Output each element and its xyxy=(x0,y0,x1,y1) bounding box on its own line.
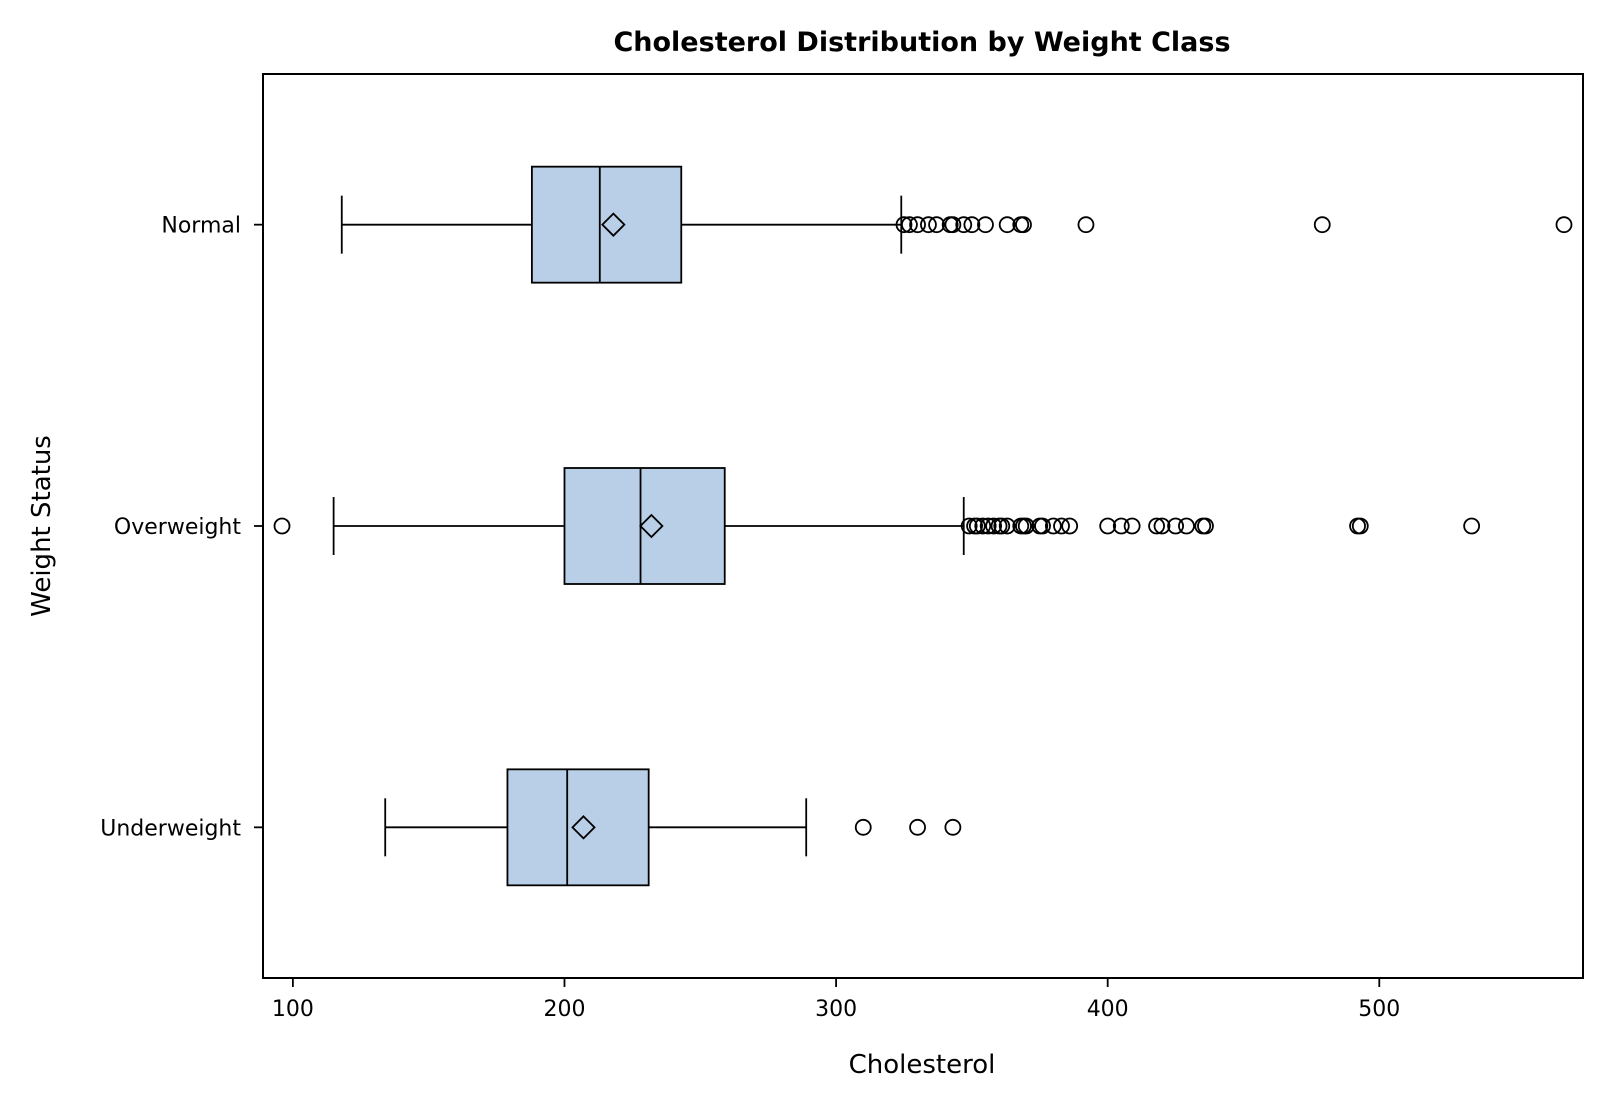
outlier-point xyxy=(1123,517,1141,535)
outlier-point xyxy=(968,517,986,535)
x-tick-label: 100 xyxy=(272,997,314,1022)
mean-marker xyxy=(601,212,626,237)
box-normal xyxy=(530,165,683,284)
x-tick-label: 400 xyxy=(1087,997,1129,1022)
outlier-point xyxy=(998,216,1016,234)
mean-marker xyxy=(639,513,664,539)
outlier-point xyxy=(960,517,978,535)
y-tick-label: Normal xyxy=(161,214,241,239)
y-axis: Normal Overweight Underweight xyxy=(100,214,263,841)
outlier-point xyxy=(901,216,918,234)
box-group-underweight xyxy=(384,768,962,887)
outlier-point xyxy=(920,216,937,234)
outlier-point xyxy=(909,818,926,836)
mean-marker xyxy=(571,815,596,840)
y-tick-label: Overweight xyxy=(114,515,241,540)
box-group-overweight xyxy=(273,467,1481,585)
x-axis-label: Cholesterol xyxy=(849,1050,996,1080)
outlier-point xyxy=(909,216,926,234)
outlier-point xyxy=(1167,517,1184,535)
y-axis-label: Weight Status xyxy=(27,435,57,617)
outlier-point xyxy=(1463,517,1481,535)
outlier-point xyxy=(1099,517,1117,535)
outlier-point xyxy=(1313,216,1331,234)
outlier-point xyxy=(1112,517,1130,535)
outlier-point xyxy=(1061,517,1079,535)
outlier-point xyxy=(1077,216,1095,234)
box-group-normal xyxy=(340,165,1573,284)
outlier-point xyxy=(1178,517,1195,535)
outlier-point xyxy=(1044,517,1062,535)
outlier-point xyxy=(1351,517,1369,535)
outlier-point xyxy=(955,216,973,234)
box-overweight xyxy=(563,467,726,585)
x-tick-label: 300 xyxy=(815,997,857,1022)
outlier-point xyxy=(1034,517,1051,535)
outlier-point xyxy=(1148,517,1165,535)
outlier-point xyxy=(895,216,913,234)
outlier-point xyxy=(1555,216,1573,234)
outlier-point xyxy=(1015,216,1032,234)
outlier-point xyxy=(977,216,994,234)
x-axis: 100 200 300 400 500 xyxy=(272,978,1400,1022)
y-tick-label: Underweight xyxy=(100,816,241,841)
outlier-point xyxy=(944,216,962,234)
plot-area xyxy=(273,165,1573,887)
outlier-point xyxy=(1053,517,1070,535)
box-underweight xyxy=(506,768,650,887)
x-tick-label: 500 xyxy=(1358,997,1400,1022)
outlier-point xyxy=(998,517,1016,535)
outlier-point xyxy=(985,517,1003,535)
outlier-point xyxy=(974,517,992,535)
outlier-point xyxy=(944,818,962,836)
chart-title: Cholesterol Distribution by Weight Class xyxy=(613,27,1230,58)
outlier-point xyxy=(963,216,981,234)
outlier-point xyxy=(979,517,997,535)
outlier-point xyxy=(1197,517,1214,535)
outlier-point xyxy=(928,216,945,234)
outlier-point xyxy=(1153,517,1171,535)
outlier-point xyxy=(273,517,291,535)
outlier-point xyxy=(854,818,872,836)
outlier-point xyxy=(993,517,1011,535)
outlier-point xyxy=(1017,517,1035,535)
x-tick-label: 200 xyxy=(543,997,585,1022)
